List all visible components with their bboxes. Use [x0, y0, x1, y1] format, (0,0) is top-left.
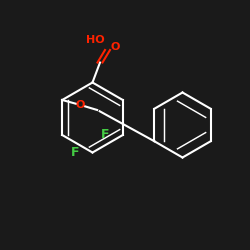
Text: HO: HO	[86, 35, 104, 45]
Text: O: O	[110, 42, 120, 52]
Text: O: O	[75, 100, 85, 110]
Text: F: F	[71, 146, 79, 159]
Text: F: F	[101, 128, 110, 141]
